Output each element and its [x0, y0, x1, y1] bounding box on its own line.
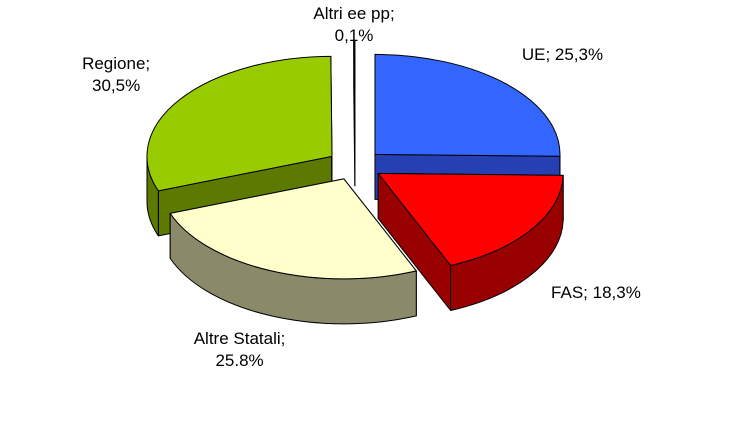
slice-top [169, 178, 417, 280]
slice-top [374, 53, 561, 157]
data-label: Altre Statali; 25.8% [193, 328, 286, 370]
slice-top [146, 55, 333, 192]
data-label: Altri ee pp; 0,1% [313, 4, 395, 45]
data-label: UE; 25,3% [521, 44, 604, 64]
data-label: Regione; 30,5% [82, 54, 151, 96]
slice-top [353, 40, 356, 142]
data-label: FAS; 18,3% [551, 283, 641, 303]
slice-top [377, 172, 564, 266]
